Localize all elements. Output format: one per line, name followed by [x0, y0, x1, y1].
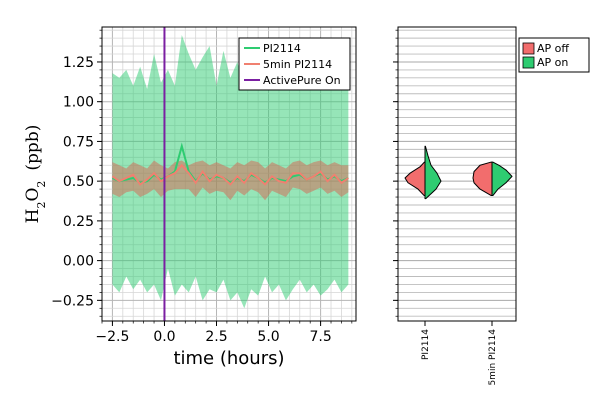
x-axis-title: time (hours) — [173, 348, 284, 369]
y-tick-labels: −0.25 0.00 0.25 0.50 0.75 1.00 1.25 — [51, 55, 94, 309]
x-tick-label: 7.5 — [309, 329, 331, 345]
violin-frame — [397, 26, 517, 322]
violin-off-5min-pi2114 — [472, 161, 493, 196]
x-tick-label: 0.0 — [153, 329, 175, 345]
y-tick-label: 0.00 — [63, 254, 94, 270]
main-bands — [112, 34, 349, 309]
band-5min-pi2114 — [112, 160, 349, 201]
violins — [404, 145, 513, 200]
y-tick-label: −0.25 — [51, 293, 94, 309]
violin-off-pi2114 — [404, 161, 426, 196]
x-tick-label: 5.0 — [257, 329, 279, 345]
main-ticks — [97, 29, 353, 326]
main-frame — [101, 26, 357, 322]
violin-on-pi2114 — [424, 145, 442, 200]
x-tick-label: −2.5 — [95, 329, 129, 345]
legend-label-5min-pi2114: 5min PI2114 — [263, 58, 332, 71]
violin-chart: PI2114 5min PI2114 AP off AP on — [393, 26, 590, 386]
violin-on-5min-pi2114 — [491, 161, 513, 196]
y-axis-title: H2O2(ppb) — [23, 125, 48, 224]
legend-label-activepure-on: ActivePure On — [263, 74, 341, 87]
violin-category-label: PI2114 — [421, 329, 431, 360]
main-chart: −2.5 0.0 2.5 5.0 7.5 −0.25 0.00 0.25 0.50 0.75 1.… — [23, 26, 357, 369]
violin-legend: AP off AP on — [518, 37, 590, 73]
violin-category-label: 5min PI2114 — [488, 329, 498, 386]
x-tick-label: 2.5 — [205, 329, 227, 345]
legend-label-pi2114: PI2114 — [263, 42, 301, 55]
legend-label-ap-on: AP on — [537, 56, 568, 69]
violin-category-labels: PI2114 5min PI2114 — [421, 329, 498, 386]
y-tick-label: 1.00 — [63, 95, 94, 111]
y-tick-label: 0.50 — [63, 174, 94, 190]
main-lines — [111, 142, 349, 186]
y-tick-label: 1.25 — [63, 55, 94, 71]
y-tick-label: 0.25 — [63, 214, 94, 230]
legend-swatch-ap-on — [522, 56, 535, 69]
violin-grid — [398, 29, 516, 317]
legend-label-ap-off: AP off — [537, 42, 569, 55]
x-tick-labels: −2.5 0.0 2.5 5.0 7.5 — [95, 329, 331, 345]
series-line-5min-pi2114 — [111, 163, 349, 186]
main-legend: PI2114 5min PI2114 ActivePure On — [238, 37, 351, 91]
violin-ticks — [393, 29, 493, 326]
legend-swatch-ap-off — [522, 42, 535, 55]
y-tick-label: 0.75 — [63, 134, 94, 150]
